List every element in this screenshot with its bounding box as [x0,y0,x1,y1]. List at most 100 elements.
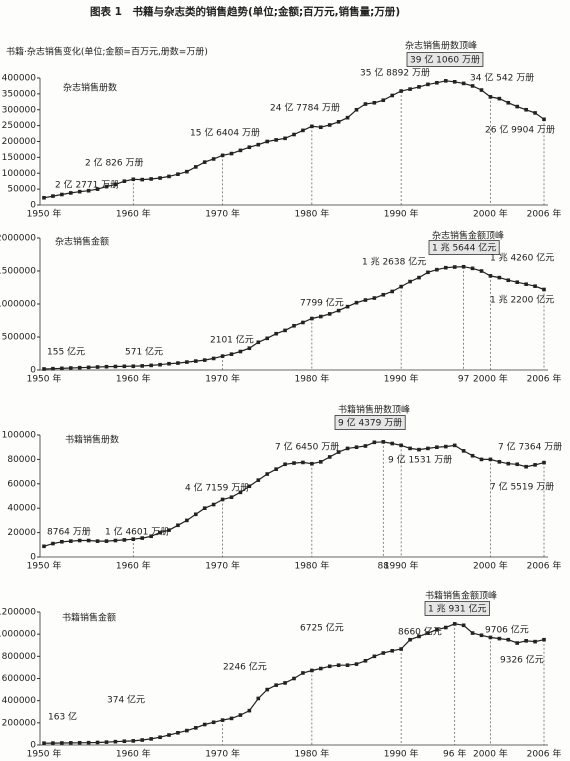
point [524,464,528,469]
point [86,538,91,543]
point [318,460,323,464]
point [292,132,296,137]
point [515,641,520,645]
point [229,716,234,721]
point [479,633,484,638]
x-tick-label: 2006 年 [527,560,562,572]
point [211,720,216,725]
point [185,518,189,523]
point [470,84,475,88]
point [435,267,439,272]
point [381,292,386,297]
x-tick-label: 2000 年 [473,560,508,572]
point [131,177,136,182]
point [95,740,100,745]
point [211,502,216,507]
annotation: 书籍销售册数顶峰 [338,404,410,416]
annotation-box [424,601,490,616]
point [51,541,55,546]
annotation: 24 亿 7784 万册 [270,102,340,114]
point [176,361,180,365]
point [256,696,261,701]
x-tick-label: 1960 年 [116,748,151,760]
point [542,637,546,642]
annotation: 2101 亿元 [210,334,254,346]
point [238,148,243,153]
y-tick-label: 200000 [2,718,37,728]
point [229,495,234,500]
point [461,623,466,628]
point [506,637,511,642]
y-tick-label: 300000 [2,105,37,115]
y-tick-label: 60000 [7,479,36,489]
point [542,287,546,292]
point [283,328,287,333]
point [265,139,270,144]
point [149,737,153,741]
page-subtitle: 书籍·杂志销售变化(单位;金额=百万元,册数=万册) [6,46,208,58]
point [68,366,73,370]
annotation: 1 兆 931 亿元 [428,603,487,615]
point [113,364,118,369]
point [95,539,100,543]
point [506,461,511,466]
point [327,455,332,459]
annotation: 8764 万册 [47,527,91,538]
point [292,461,296,465]
point [113,538,118,543]
x-tick-label: 1970 年 [205,748,240,760]
point [51,741,55,745]
annotation: 34 亿 542 万册 [470,72,534,84]
point [238,713,243,717]
point [229,352,234,356]
point [122,179,127,183]
point [372,296,377,300]
point [345,304,350,309]
point [497,96,502,101]
annotation: 35 亿 8892 万册 [360,67,430,79]
point [158,362,162,367]
point [256,478,261,482]
point [479,88,484,92]
point [301,671,305,675]
point [60,192,64,197]
point [77,365,82,370]
y-tick-label: 400000 [2,74,37,84]
point [372,654,377,659]
point [452,80,457,84]
point [122,364,127,369]
point [515,280,520,285]
point [60,539,64,544]
x-tick-label: 2006 年 [527,748,562,760]
point [220,718,225,722]
y-tick-label: 0 [30,553,36,563]
y-tick-label: 100000 [2,431,37,441]
x-tick-label: 88 [378,562,390,572]
y-tick-label: 20000 [7,528,36,538]
point [68,539,73,543]
annotation: 26 亿 9904 万册 [485,124,555,136]
x-tick-label: 97 [458,375,469,385]
x-tick-label: 2000 年 [473,748,508,760]
point [497,636,502,641]
annotation: 163 亿 [48,711,77,723]
y-tick-label: 0 [30,741,36,751]
point [60,366,64,371]
point [345,446,350,451]
point [77,740,82,745]
annotation: 571 亿元 [125,346,163,358]
x-tick-label: 2006 年 [527,208,562,220]
point [42,544,46,549]
point [354,445,359,449]
point [515,462,520,467]
point [68,191,73,195]
annotation: 1 兆 5644 亿元 [432,242,496,254]
point [292,323,296,328]
point [292,676,296,681]
point [283,681,287,685]
annotation-box [428,240,500,255]
y-tick-label: 100000 [2,169,37,179]
annotation: 9326 亿元 [500,654,544,666]
point [131,364,136,369]
point [42,741,46,745]
